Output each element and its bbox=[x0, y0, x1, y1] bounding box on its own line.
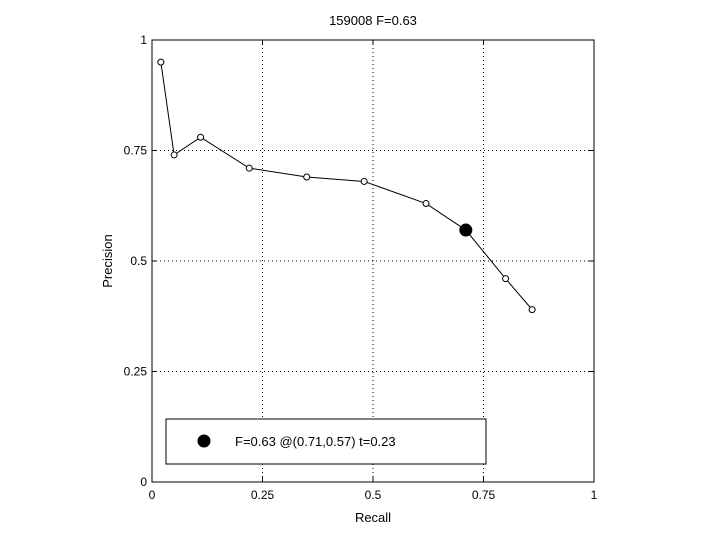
y-tick-label: 0 bbox=[140, 475, 147, 489]
x-tick-label: 0.75 bbox=[472, 488, 496, 502]
legend: F=0.63 @(0.71,0.57) t=0.23 bbox=[165, 418, 487, 465]
data-point bbox=[528, 306, 536, 314]
tick-marks bbox=[151, 39, 595, 483]
data-point bbox=[422, 200, 430, 208]
x-tick-label: 0.5 bbox=[365, 488, 382, 502]
legend-marker bbox=[197, 434, 211, 448]
y-tick-label: 0.5 bbox=[130, 254, 147, 268]
data-point bbox=[245, 164, 253, 172]
y-tick-label: 0.25 bbox=[124, 365, 148, 379]
x-tick-label: 0 bbox=[149, 488, 156, 502]
series-layer bbox=[157, 58, 536, 314]
data-point bbox=[170, 151, 178, 159]
x-tick-label: 0.25 bbox=[251, 488, 275, 502]
data-point bbox=[303, 173, 311, 181]
x-axis-label: Recall bbox=[355, 510, 391, 525]
data-point bbox=[360, 177, 368, 185]
chart-title: 159008 F=0.63 bbox=[329, 13, 417, 28]
series-line bbox=[160, 62, 533, 310]
x-tick-label: 1 bbox=[591, 488, 598, 502]
y-axis-label: Precision bbox=[100, 234, 115, 287]
data-point bbox=[502, 275, 510, 283]
data-point bbox=[197, 133, 205, 141]
legend-entry: F=0.63 @(0.71,0.57) t=0.23 bbox=[235, 434, 396, 449]
y-tick-label: 0.75 bbox=[124, 144, 148, 158]
best-f-point bbox=[459, 223, 473, 237]
grid-lines bbox=[152, 40, 594, 482]
legend-box bbox=[165, 418, 487, 465]
tick-labels: 0 0.25 0.5 0.75 1 0 0.25 0.5 0.75 1 bbox=[124, 33, 598, 502]
y-tick-label: 1 bbox=[140, 33, 147, 47]
data-point bbox=[157, 58, 165, 66]
